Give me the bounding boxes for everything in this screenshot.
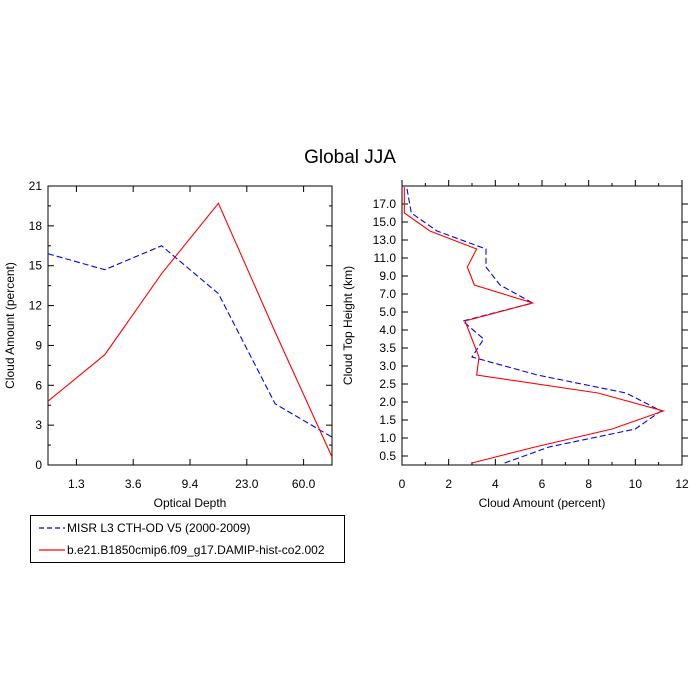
x-tick-label: 9.4 bbox=[182, 477, 199, 491]
y-tick-label: 0 bbox=[35, 458, 42, 472]
y-tick-label: 1.5 bbox=[379, 413, 396, 427]
x-tick-label: 12 bbox=[675, 477, 689, 491]
x-tick-label: 23.0 bbox=[235, 477, 259, 491]
series-line-misr bbox=[47, 245, 333, 438]
y-tick-label: 5.0 bbox=[379, 305, 396, 319]
y-tick-label: 9 bbox=[35, 338, 42, 352]
y-tick-label: 4.0 bbox=[379, 323, 396, 337]
y-tick-label: 18 bbox=[29, 219, 43, 233]
series-line-misr bbox=[406, 186, 663, 464]
y-tick-label: 3 bbox=[35, 418, 42, 432]
x-tick-label: 2 bbox=[445, 477, 452, 491]
series-line-model bbox=[403, 187, 666, 464]
series-line-model bbox=[47, 202, 333, 458]
x-tick-label: 6 bbox=[539, 477, 546, 491]
x-tick-label: 0 bbox=[399, 477, 406, 491]
y-tick-label: 0.5 bbox=[379, 449, 396, 463]
y-tick-label: 6 bbox=[35, 378, 42, 392]
y-tick-label: 17.0 bbox=[373, 197, 397, 211]
page-title: Global JJA bbox=[304, 147, 396, 168]
x-axis-label: Optical Depth bbox=[154, 496, 227, 510]
legend-swatch-dashed bbox=[39, 527, 65, 529]
plot-frame bbox=[401, 185, 683, 466]
x-tick-label: 4 bbox=[492, 477, 499, 491]
y-tick-label: 15 bbox=[29, 259, 43, 273]
optical-depth-panel: 0 3 6 9 12 15 18 21 1.3 3.6 9.4 23.0 60.0 Optical Dep… bbox=[3, 179, 333, 510]
y-axis-label: Cloud Amount (percent) bbox=[3, 262, 17, 389]
legend: MISR L3 CTH-OD V5 (2000-2009) b.e21.B185… bbox=[30, 515, 345, 563]
y-tick-label: 9.0 bbox=[379, 269, 396, 283]
y-tick-label: 2.0 bbox=[379, 395, 396, 409]
x-tick-label: 3.6 bbox=[125, 477, 142, 491]
y-tick-label: 1.0 bbox=[379, 431, 396, 445]
y-tick-label: 15.0 bbox=[373, 215, 397, 229]
x-tick-label: 1.3 bbox=[68, 477, 85, 491]
y-tick-label: 21 bbox=[29, 179, 43, 193]
y-tick-label: 3.0 bbox=[379, 359, 396, 373]
x-axis-label: Cloud Amount (percent) bbox=[479, 496, 606, 510]
y-tick-label: 13.0 bbox=[373, 233, 397, 247]
y-tick-label: 3.5 bbox=[379, 341, 396, 355]
x-tick-label: 60.0 bbox=[292, 477, 316, 491]
y-tick-label: 7.0 bbox=[379, 287, 396, 301]
cloud-top-height-panel: 0.5 1.0 1.5 2.0 2.5 3.0 3.5 4.0 5.0 7.0 9.0 11.0 13.… bbox=[341, 180, 689, 510]
legend-label: b.e21.B1850cmip6.f09_g17.DAMIP-hist-co2.… bbox=[67, 543, 325, 557]
x-tick-label: 8 bbox=[585, 477, 592, 491]
legend-label: MISR L3 CTH-OD V5 (2000-2009) bbox=[67, 521, 251, 535]
y-tick-label: 2.5 bbox=[379, 377, 396, 391]
y-axis-label: Cloud Top Height (km) bbox=[341, 266, 355, 385]
legend-swatch-solid bbox=[39, 549, 65, 551]
y-tick-label: 11.0 bbox=[374, 251, 397, 265]
y-tick-label: 12 bbox=[29, 299, 43, 313]
x-tick-label: 10 bbox=[629, 477, 643, 491]
plot-frame bbox=[47, 185, 333, 466]
